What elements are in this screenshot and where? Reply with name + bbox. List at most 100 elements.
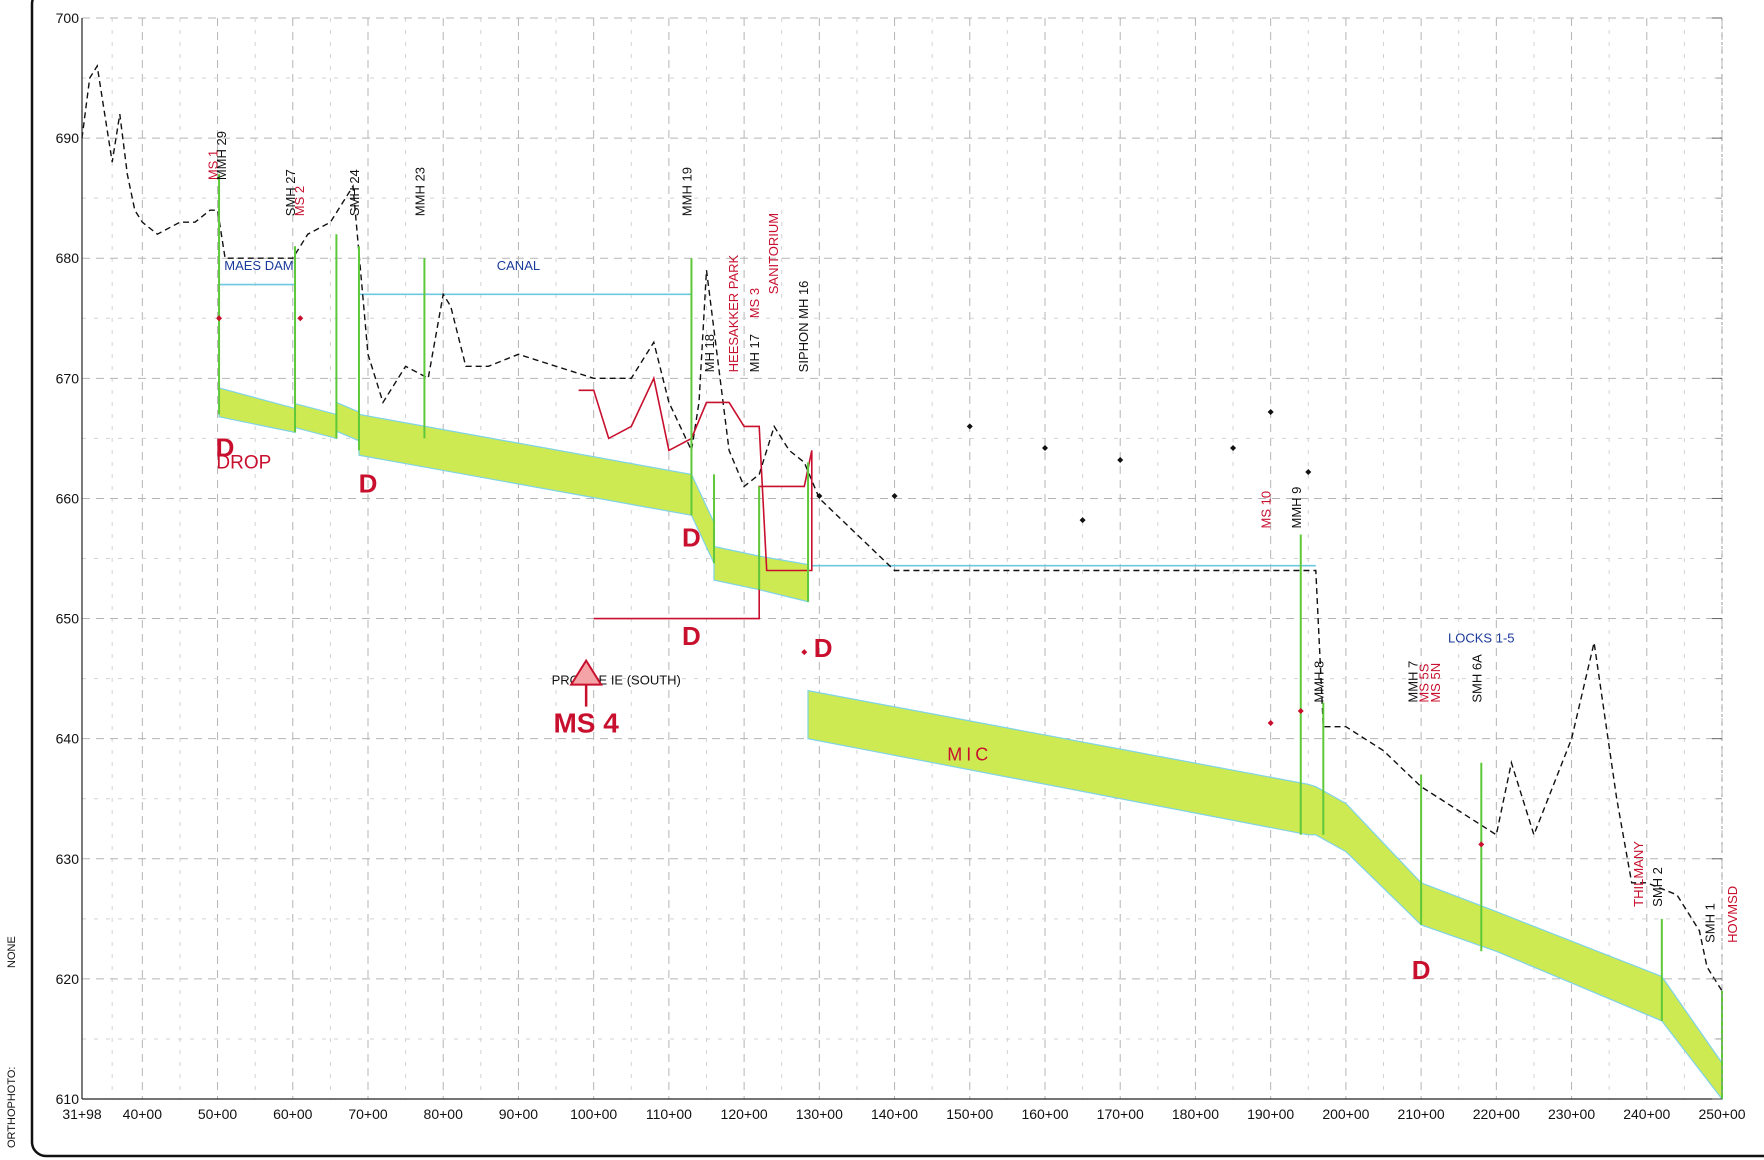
x-tick-label: 220+00 <box>1473 1106 1520 1122</box>
x-tick-label: 170+00 <box>1097 1106 1144 1122</box>
x-tick-label: 130+00 <box>796 1106 843 1122</box>
station-label: MMH 19 <box>679 167 694 216</box>
station-label: MS 3 <box>747 288 762 318</box>
x-tick-label: 100+00 <box>570 1106 617 1122</box>
ms4-label: MS 4 <box>553 708 619 739</box>
ms4-triangle <box>569 658 603 686</box>
x-tick-label: 160+00 <box>1021 1106 1068 1122</box>
projection-label-box: NONE <box>6 930 20 970</box>
station-label: MS 1 <box>206 150 221 180</box>
x-tick-label: 60+00 <box>273 1106 313 1122</box>
x-tick-label: 210+00 <box>1398 1106 1445 1122</box>
pipe-band <box>807 689 1723 1101</box>
y-tick-label: 690 <box>56 130 80 146</box>
y-tick-label: 700 <box>56 10 80 26</box>
station-label: SMH 1 <box>1702 903 1717 943</box>
axes: 610 620 630 640 650 660 670 680 690 700 31+98 40+00… <box>56 10 1746 1122</box>
survey-point <box>1117 457 1124 464</box>
survey-point <box>1297 708 1304 715</box>
hydraulic-grade-lines <box>219 283 1316 567</box>
survey-point <box>1267 720 1274 727</box>
x-tick-label: 140+00 <box>871 1106 918 1122</box>
station-label: MMH 7 <box>1405 661 1420 703</box>
survey-point <box>297 315 304 322</box>
existing-profile-line <box>578 375 813 620</box>
orthophoto-label: ORTHOPHOTO: <box>6 1066 18 1149</box>
x-tick-label: 230+00 <box>1548 1106 1595 1122</box>
station-label: MS 2 <box>292 186 307 216</box>
y-tick-label: 630 <box>56 851 80 867</box>
x-tick-label: 50+00 <box>198 1106 238 1122</box>
x-tick-label: 90+00 <box>499 1106 539 1122</box>
station-label: MS 5N <box>1428 663 1443 703</box>
station-label: HEESAKKER PARK <box>726 254 741 372</box>
x-tick-label: 150+00 <box>946 1106 993 1122</box>
annotation-label: LOCKS 1-5 <box>1448 631 1514 646</box>
drop-marker: D <box>814 633 833 663</box>
annotation-label: MIC <box>947 744 992 764</box>
x-tick-label: 250+00 <box>1698 1106 1745 1122</box>
ground-profile <box>81 64 1723 992</box>
orthophoto-label-box: ORTHOPHOTO: <box>6 1050 20 1150</box>
survey-point <box>1079 517 1086 524</box>
survey-point <box>1230 444 1237 451</box>
x-tick-label: 110+00 <box>646 1106 692 1122</box>
drop-marker: D <box>359 468 378 498</box>
y-tick-label: 650 <box>56 611 80 627</box>
x-tick-label: 80+00 <box>424 1106 464 1122</box>
survey-point <box>966 423 973 430</box>
drop-marker: D <box>682 621 701 651</box>
survey-point <box>1041 444 1048 451</box>
drop-marker: D <box>682 522 701 552</box>
x-tick-label: 180+00 <box>1172 1106 1219 1122</box>
x-tick-label: 120+00 <box>721 1106 768 1122</box>
projection-label: NONE <box>6 936 18 968</box>
survey-point <box>1478 841 1485 848</box>
station-label: MMH 8 <box>1311 661 1326 703</box>
drop-marker: D <box>216 432 235 462</box>
y-tick-label: 640 <box>56 731 80 747</box>
drop-word: DROP <box>216 452 271 473</box>
station-label: MH 18 <box>702 334 717 372</box>
station-label: MH 17 <box>747 334 762 372</box>
x-tick-label: 190+00 <box>1247 1106 1294 1122</box>
station-label: SMH 2 <box>1650 867 1665 907</box>
ground-profile-line <box>81 64 1723 992</box>
station-label: MMH 23 <box>412 167 427 216</box>
drop-marker: D <box>1412 955 1431 985</box>
existing-profile <box>578 375 813 620</box>
survey-points <box>216 315 1485 848</box>
y-tick-label: 660 <box>56 490 80 506</box>
grid <box>81 17 1723 1100</box>
station-label: MS 10 <box>1259 491 1274 529</box>
x-tick-label: 200+00 <box>1322 1106 1369 1122</box>
station-label: SIPHON MH 16 <box>796 281 811 373</box>
station-label: THILMANY <box>1631 841 1646 907</box>
survey-point <box>816 493 823 500</box>
station-label: MS 5S <box>1417 663 1432 702</box>
annotation-label: CANAL <box>497 258 540 273</box>
y-tick-label: 610 <box>56 1091 80 1107</box>
annotation-label: MAES DAM <box>224 258 293 273</box>
station-label: HOVMSD <box>1725 886 1740 943</box>
survey-point <box>891 493 898 500</box>
x-tick-label: 40+00 <box>123 1106 163 1122</box>
y-tick-label: 620 <box>56 971 80 987</box>
x-tick-label: 240+00 <box>1623 1106 1670 1122</box>
station-label: SMH 6A <box>1469 654 1484 703</box>
survey-point <box>1305 469 1312 476</box>
x-tick-label: 31+98 <box>62 1106 102 1122</box>
x-tick-label: 70+00 <box>348 1106 388 1122</box>
station-label: SMH 27 <box>283 169 298 216</box>
y-tick-label: 680 <box>56 250 80 266</box>
station-label: SMH 24 <box>347 169 362 216</box>
drawing-border <box>30 0 1764 1158</box>
station-label: MMH 9 <box>1289 487 1304 529</box>
survey-point <box>801 649 808 656</box>
survey-point <box>216 315 223 322</box>
y-tick-label: 670 <box>56 370 80 386</box>
pipe-band <box>218 387 809 603</box>
manholes <box>218 174 1723 1099</box>
